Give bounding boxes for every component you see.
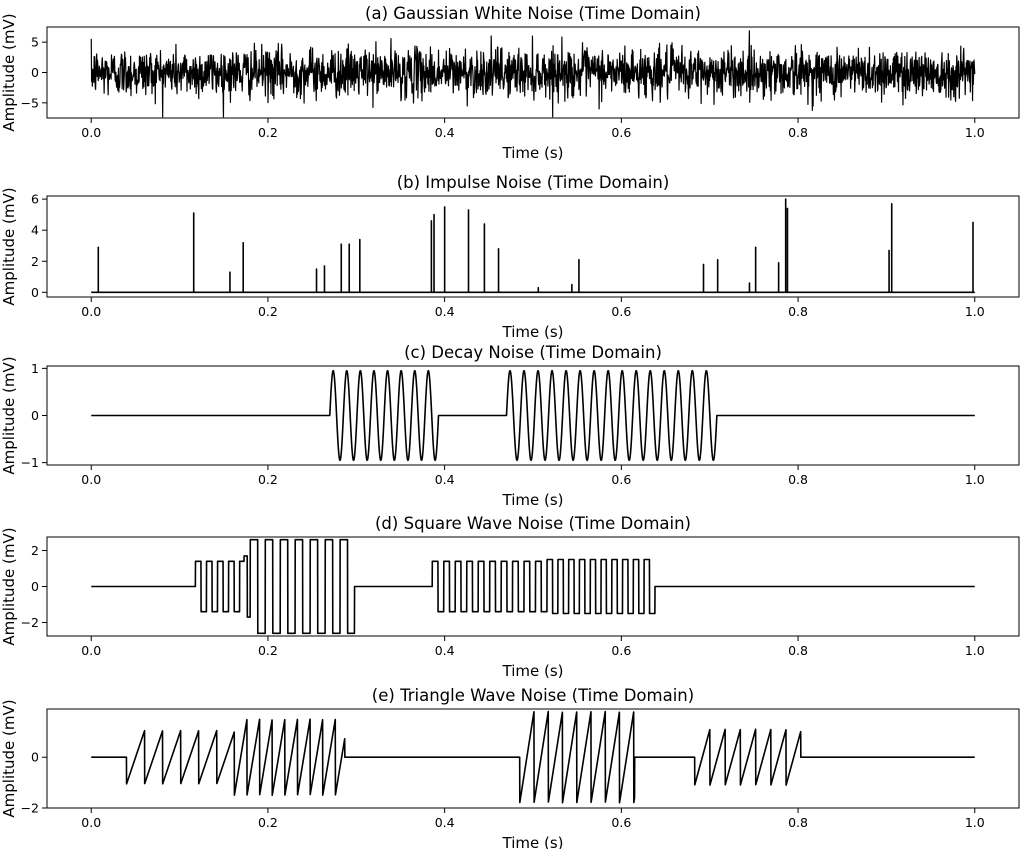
x-axis-label: Time (s) — [502, 491, 564, 509]
x-axis-label: Time (s) — [502, 144, 564, 162]
x-axis-label: Time (s) — [502, 662, 564, 680]
x-tick-label: 0.6 — [611, 304, 631, 319]
x-tick-label: 0.2 — [258, 815, 278, 830]
subplot-2: (b) Impulse Noise (Time Domain) 0.0 0.2 0.4… — [0, 173, 1020, 341]
x-tick-label: 0.6 — [611, 815, 631, 830]
x-tick-label: 0.4 — [435, 815, 455, 830]
y-tick-label: 5 — [31, 35, 39, 50]
x-tick-label: 1.0 — [965, 815, 985, 830]
y-tick-label: 1 — [31, 361, 39, 376]
x-tick-label: 0.0 — [81, 472, 101, 487]
x-tick-label: 0.4 — [435, 472, 455, 487]
x-tick-label: 0.2 — [258, 643, 278, 658]
y-tick-label: 0 — [31, 65, 39, 80]
signal-line — [91, 198, 975, 294]
subplot-title: (d) Square Wave Noise (Time Domain) — [375, 514, 691, 533]
x-tick-label: 0.6 — [611, 643, 631, 658]
y-tick-label: 0 — [31, 750, 39, 765]
x-tick-label: 0.8 — [788, 472, 808, 487]
x-tick-label: 0.4 — [435, 643, 455, 658]
y-tick-label: −2 — [21, 615, 39, 630]
y-axis-label: Amplitude (mV) — [0, 699, 18, 817]
subplot-title: (c) Decay Noise (Time Domain) — [404, 343, 662, 362]
x-tick-label: 0.6 — [611, 125, 631, 140]
x-tick-label: 0.8 — [788, 125, 808, 140]
signal-line — [90, 30, 976, 118]
y-tick-label: −5 — [21, 95, 39, 110]
subplot-5: (e) Triangle Wave Noise (Time Domain) 0.0… — [0, 686, 1020, 849]
x-tick-label: 1.0 — [965, 304, 985, 319]
y-tick-label: 0 — [31, 285, 39, 300]
y-tick-label: 2 — [31, 543, 39, 558]
y-tick-label: −1 — [21, 455, 39, 470]
x-tick-label: 0.8 — [788, 304, 808, 319]
signal-line — [90, 369, 976, 462]
subplot-title: (a) Gaussian White Noise (Time Domain) — [365, 4, 701, 23]
x-axis-label: Time (s) — [502, 834, 564, 849]
x-tick-label: 0.8 — [788, 643, 808, 658]
y-tick-label: 0 — [31, 408, 39, 423]
y-axis-label: Amplitude (mV) — [0, 187, 18, 305]
x-axis-label: Time (s) — [502, 323, 564, 341]
y-tick-label: 2 — [31, 254, 39, 269]
x-tick-label: 0.0 — [81, 815, 101, 830]
y-axis-label: Amplitude (mV) — [0, 356, 18, 474]
x-tick-label: 0.4 — [435, 125, 455, 140]
x-tick-label: 1.0 — [965, 643, 985, 658]
x-tick-label: 1.0 — [965, 125, 985, 140]
signal-line — [90, 538, 976, 635]
subplot-4: (d) Square Wave Noise (Time Domain) 0.0 0.… — [0, 514, 1020, 680]
subplot-title: (e) Triangle Wave Noise (Time Domain) — [372, 686, 694, 705]
axes-frame — [46, 195, 1020, 298]
x-tick-label: 0.2 — [258, 125, 278, 140]
signal-line — [90, 710, 976, 804]
y-axis-label: Amplitude (mV) — [0, 13, 18, 131]
y-tick-label: −2 — [21, 801, 39, 816]
x-tick-label: 0.2 — [258, 304, 278, 319]
subplot-title: (b) Impulse Noise (Time Domain) — [397, 173, 670, 192]
x-tick-label: 0.2 — [258, 472, 278, 487]
y-axis-label: Amplitude (mV) — [0, 527, 18, 645]
x-tick-label: 0.0 — [81, 304, 101, 319]
x-tick-label: 0.8 — [788, 815, 808, 830]
subplot-3: (c) Decay Noise (Time Domain) 0.0 0.2 0.4 0.… — [0, 343, 1020, 509]
subplot-1: (a) Gaussian White Noise (Time Domain) 0.… — [0, 4, 1020, 162]
y-tick-label: 4 — [31, 223, 39, 238]
x-tick-label: 0.0 — [81, 125, 101, 140]
y-tick-label: 0 — [31, 579, 39, 594]
y-tick-label: 6 — [31, 192, 39, 207]
x-tick-label: 1.0 — [965, 472, 985, 487]
axes-frame — [46, 708, 1020, 809]
x-tick-label: 0.0 — [81, 643, 101, 658]
x-tick-label: 0.4 — [435, 304, 455, 319]
x-tick-label: 0.6 — [611, 472, 631, 487]
